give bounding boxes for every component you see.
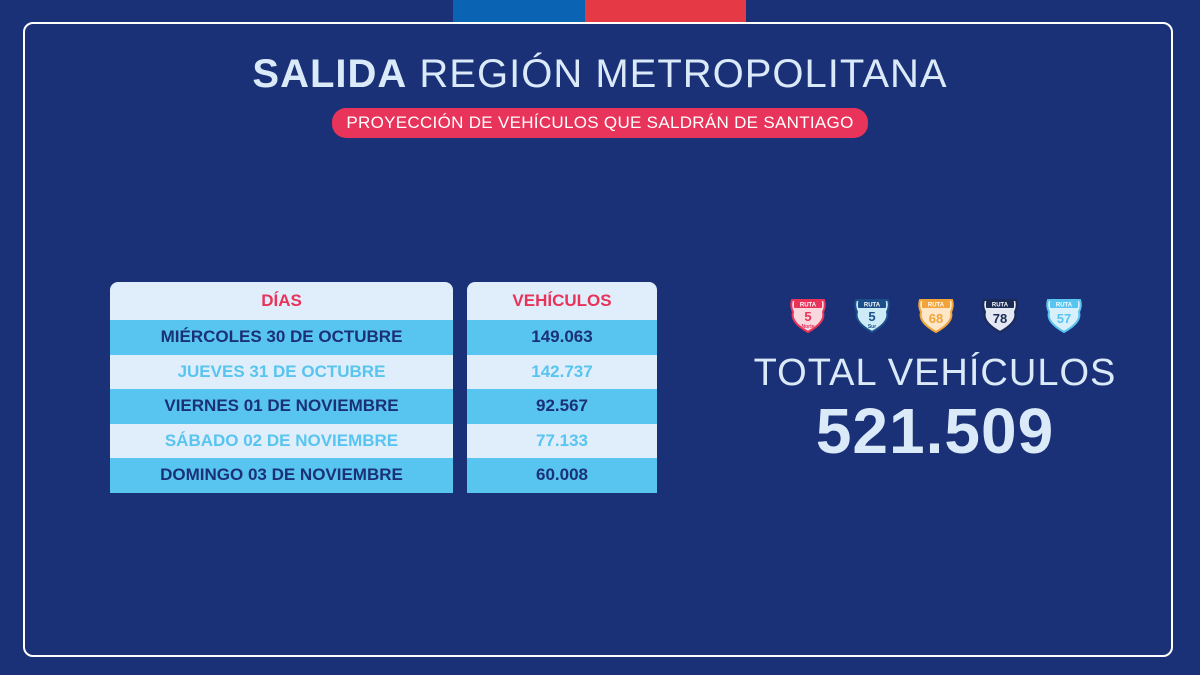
svg-text:78: 78 (993, 311, 1007, 326)
table-row-day: VIERNES 01 DE NOVIEMBRE (110, 389, 453, 424)
table-row-day: JUEVES 31 DE OCTUBRE (110, 354, 453, 390)
route-57-shield-icon: RUTA 57 (1046, 299, 1082, 334)
svg-text:57: 57 (1057, 311, 1071, 326)
days-header: DÍAS (110, 282, 453, 320)
svg-text:RUTA: RUTA (800, 303, 817, 309)
svg-text:5: 5 (868, 309, 875, 324)
table-row-day: DOMINGO 03 DE NOVIEMBRE (110, 458, 453, 493)
flag-stripe-red (585, 0, 746, 22)
subtitle-wrap: PROYECCIÓN DE VEHÍCULOS QUE SALDRÁN DE S… (0, 108, 1200, 138)
vehicles-header: VEHÍCULOS (467, 282, 657, 320)
title-rest: REGIÓN METROPOLITANA (419, 52, 948, 96)
svg-text:RUTA: RUTA (992, 303, 1009, 309)
vehicles-column: VEHÍCULOS 149.063 142.737 92.567 77.133 … (467, 282, 657, 493)
svg-text:RUTA: RUTA (928, 303, 945, 309)
table-row-vehicles: 142.737 (467, 354, 657, 390)
total-label: TOTAL VEHÍCULOS (753, 352, 1117, 394)
table-row-day: MIÉRCOLES 30 DE OCTUBRE (110, 320, 453, 355)
subtitle-badge: PROYECCIÓN DE VEHÍCULOS QUE SALDRÁN DE S… (332, 108, 868, 138)
total-value: 521.509 (815, 395, 1055, 467)
route-68-shield-icon: RUTA 68 (918, 299, 954, 334)
table-row-vehicles: 60.008 (467, 458, 657, 493)
route-5-sur-shield-icon: RUTA 5 Sur (854, 299, 890, 334)
title-bold: SALIDA (252, 52, 408, 96)
svg-text:RUTA: RUTA (1056, 303, 1073, 309)
route-badges: RUTA 5 Norte RUTA 5 Sur RUTA 68 RUTA 78 … (788, 296, 1088, 336)
svg-text:RUTA: RUTA (864, 303, 881, 309)
days-column: DÍAS MIÉRCOLES 30 DE OCTUBRE JUEVES 31 D… (110, 282, 453, 493)
flag-stripe-blue (453, 0, 585, 22)
svg-text:Norte: Norte (801, 324, 814, 330)
table-row-vehicles: 77.133 (467, 423, 657, 459)
page-title: SALIDA REGIÓN METROPOLITANA (0, 52, 1200, 97)
svg-text:Sur: Sur (868, 324, 876, 330)
table-row-vehicles: 92.567 (467, 389, 657, 424)
table-row-vehicles: 149.063 (467, 320, 657, 355)
route-5-norte-shield-icon: RUTA 5 Norte (790, 299, 826, 334)
svg-text:5: 5 (804, 309, 811, 324)
svg-text:68: 68 (929, 311, 943, 326)
table-row-day: SÁBADO 02 DE NOVIEMBRE (110, 423, 453, 459)
content-frame (23, 22, 1173, 657)
route-78-shield-icon: RUTA 78 (982, 299, 1018, 334)
